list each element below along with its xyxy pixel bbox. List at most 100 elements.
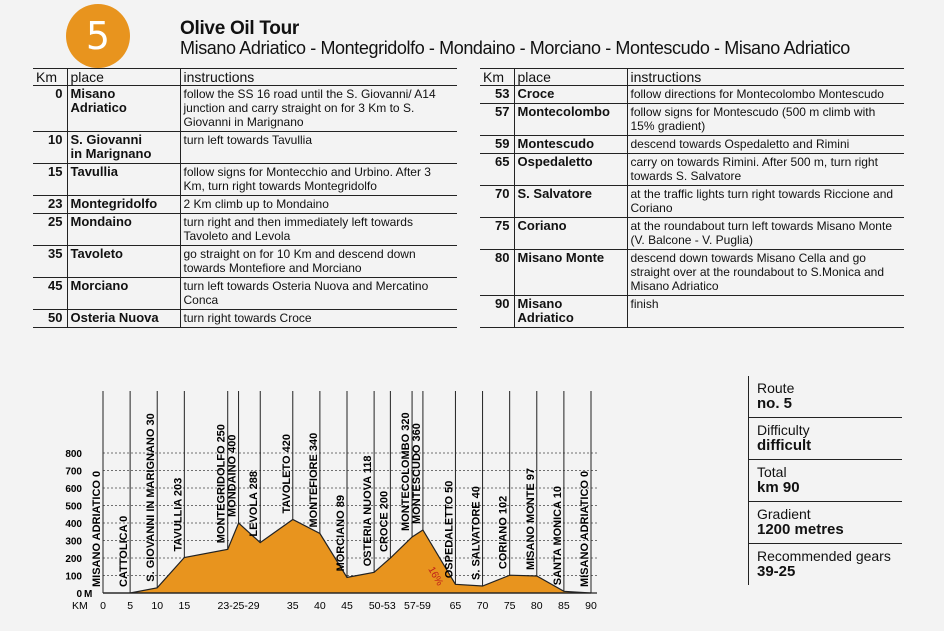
row-km: 35 (33, 245, 67, 278)
table-row: 80 Misano Monte descend down towards Misan… (480, 249, 904, 296)
point-label: TAVULLIA 203 (172, 478, 184, 552)
instructions-header: instructions (626, 68, 904, 86)
row-place-line: Adriatico (517, 310, 574, 325)
row-km: 0 (33, 85, 67, 132)
point-label: MISANO MONTE 97 (525, 468, 537, 570)
info-label: Recommended gears (757, 548, 891, 564)
point-label: MISANO ADRIATICO 0 (91, 471, 103, 587)
row-km: 70 (480, 185, 514, 218)
route-table-left: Km place instructions 0 Misano Adriatico fo… (33, 68, 457, 328)
row-place-line: Ospedaletto (517, 154, 593, 169)
row-place: Montegridolfo (66, 195, 180, 214)
info-value: km 90 (757, 479, 800, 496)
row-instructions: follow signs for Montecchio and Urbino. … (179, 163, 457, 196)
point-label: OSPEDALETTO 50 (443, 481, 455, 579)
x-tick-label: 85 (558, 600, 570, 612)
row-place: Misano Monte (513, 249, 627, 296)
row-place-line: S. Giovanni (70, 132, 143, 147)
y-axis-label: M (84, 589, 92, 600)
row-instructions: descend towards Ospedaletto and Rimini (626, 135, 904, 154)
row-instructions: turn right towards Croce (179, 309, 457, 328)
row-instructions: turn left towards Osteria Nuova and Merc… (179, 277, 457, 310)
table-row: 0 Misano Adriatico follow the SS 16 road un… (33, 85, 457, 132)
row-km: 23 (33, 195, 67, 214)
row-km: 50 (33, 309, 67, 328)
point-label: MONTESCUDO 360 (411, 423, 423, 524)
row-place-line: Morciano (70, 278, 129, 293)
info-value: 39-25 (757, 563, 796, 580)
row-place: Osteria Nuova (66, 309, 180, 328)
row-km: 59 (480, 135, 514, 154)
table-row: 90 Misano Adriatico finish (480, 295, 904, 328)
row-place: Tavullia (66, 163, 180, 196)
x-tick-label: 57-59 (404, 600, 431, 612)
x-tick-label: 0 (100, 600, 106, 612)
table-header-row: Km place instructions (480, 68, 904, 86)
point-label: MONTEGRIDOLFO 250 (216, 424, 228, 543)
info-value: difficult (757, 437, 812, 454)
table-row: 25 Mondaino turn right and then immediatel… (33, 213, 457, 246)
row-place-line: Tavoleto (70, 246, 124, 261)
page-title: Olive Oil Tour (180, 18, 299, 39)
row-instructions: descend down towards Misano Cella and go… (626, 249, 904, 296)
x-tick-label: 70 (477, 600, 489, 612)
place-header: place (513, 68, 627, 86)
row-instructions: turn left towards Tavullia (179, 131, 457, 164)
x-tick-label: 45 (341, 600, 353, 612)
info-row: Gradient 1200 metres (749, 502, 902, 544)
info-label: Total (757, 464, 787, 480)
row-place: Misano Adriatico (66, 85, 180, 132)
row-place: Coriano (513, 217, 627, 250)
point-label: LEVOLA 288 (248, 471, 260, 537)
row-place-line: in Marignano (70, 146, 152, 161)
km-header: Km (480, 68, 514, 86)
x-tick-label: 90 (585, 600, 597, 612)
point-label: MONTECOLOMBO 320 (400, 412, 412, 531)
row-place: Misano Adriatico (513, 295, 627, 328)
row-instructions: finish (626, 295, 904, 328)
y-tick-label: 500 (65, 502, 82, 513)
row-place: Tavoleto (66, 245, 180, 278)
row-instructions: follow signs for Montescudo (500 m climb… (626, 103, 904, 136)
table-row: 10 S. Giovanni in Marignano turn left towar… (33, 131, 457, 164)
table-header-row: Km place instructions (33, 68, 457, 86)
y-tick-label: 700 (65, 467, 82, 478)
row-place: S. Giovanni in Marignano (66, 131, 180, 164)
row-place-line: Tavullia (70, 164, 118, 179)
y-tick-label: 100 (65, 572, 82, 583)
row-place: Croce (513, 85, 627, 104)
row-instructions: follow the SS 16 road until the S. Giova… (179, 85, 457, 132)
x-axis-label: KM (72, 600, 88, 612)
row-km: 25 (33, 213, 67, 246)
row-place-line: Adriatico (70, 100, 127, 115)
table-row: 65 Ospedaletto carry on towards Rimini. Af… (480, 153, 904, 186)
row-place: Mondaino (66, 213, 180, 246)
row-instructions: 2 Km climb up to Mondaino (179, 195, 457, 214)
info-label: Route (757, 380, 795, 396)
row-place-line: Croce (517, 86, 555, 101)
row-place: Montecolombo (513, 103, 627, 136)
row-instructions: turn right and then immediately left tow… (179, 213, 457, 246)
row-instructions: carry on towards Rimini. After 500 m, tu… (626, 153, 904, 186)
route-number: 5 (85, 14, 111, 58)
page-subtitle: Misano Adriatico - Montegridolfo - Monda… (180, 38, 850, 58)
row-place-line: Montegridolfo (70, 196, 158, 211)
row-place: S. Salvatore (513, 185, 627, 218)
y-tick-label: 200 (65, 554, 82, 565)
x-tick-label: 75 (504, 600, 516, 612)
table-row: 50 Osteria Nuova turn right towards Croce (33, 309, 457, 328)
row-instructions: go straight on for 10 Km and descend dow… (179, 245, 457, 278)
x-tick-label: 5 (127, 600, 133, 612)
x-tick-label: 80 (531, 600, 543, 612)
info-row: Total km 90 (749, 460, 902, 502)
y-tick-label: 0 (76, 589, 82, 600)
x-tick-label: 15 (178, 600, 190, 612)
row-km: 53 (480, 85, 514, 104)
row-place-line: Montecolombo (517, 104, 610, 119)
row-km: 90 (480, 295, 514, 328)
point-label: CORIANO 102 (498, 496, 510, 569)
x-tick-label: 23-25-29 (218, 600, 260, 612)
x-tick-label: 10 (151, 600, 163, 612)
point-label: MORCIANO 89 (335, 495, 347, 571)
